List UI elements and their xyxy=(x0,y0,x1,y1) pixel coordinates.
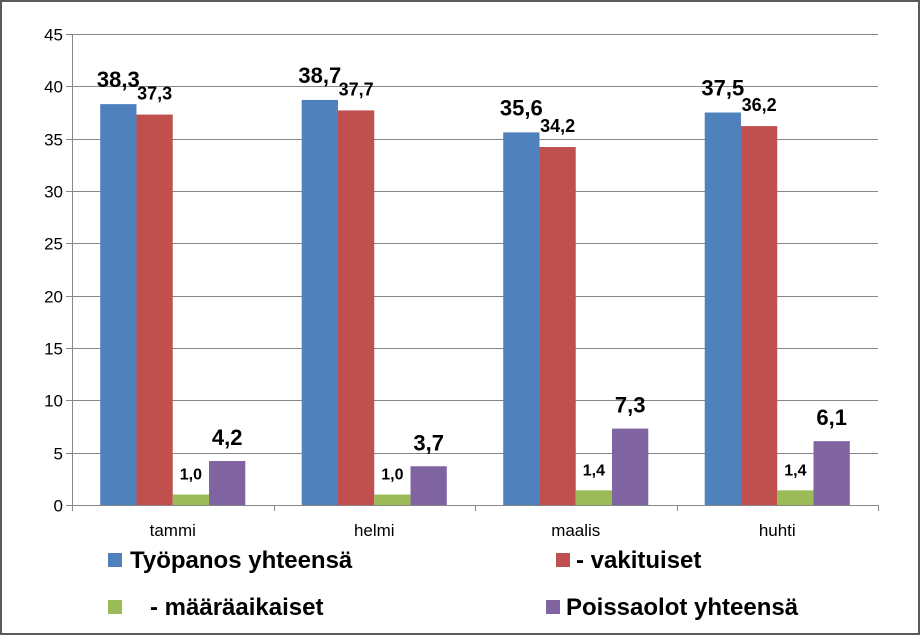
data-label-vakituiset-huhti: 36,2 xyxy=(742,95,777,115)
bar-tyopanos-yhteensa-maalis xyxy=(503,132,540,506)
bar-poissaolot-yhteensa-tammi xyxy=(209,461,246,505)
bar-maaraaikaiset-tammi xyxy=(172,494,210,505)
bar-vakituiset-helmi xyxy=(337,110,375,505)
bar-maaraaikaiset-maalis xyxy=(575,490,613,505)
data-label-tyopanos-yhteensa-tammi: 38,3 xyxy=(97,67,140,92)
y-tick-label: 30 xyxy=(44,183,63,202)
bar-poissaolot-yhteensa-maalis xyxy=(612,428,649,505)
legend-label-poissaolot-yhteensa: Poissaolot yhteensä xyxy=(566,594,799,621)
legend-item-vakituiset: - vakituiset xyxy=(556,547,896,575)
legend-swatch-poissaolot-yhteensa xyxy=(546,600,560,614)
legend-label-tyopanos-yhteensa: Työpanos yhteensä xyxy=(130,547,353,574)
data-labels: 38,3 38,7 35,6 37,5 37,3 37,7 34,2 36,2 1,0 1,0 1,… xyxy=(97,63,847,484)
y-tick-label: 40 xyxy=(44,78,63,97)
data-label-poissaolot-yhteensa-maalis: 7,3 xyxy=(615,393,646,418)
legend-item-tyopanos-yhteensa: Työpanos yhteensä xyxy=(108,547,448,575)
y-tick-label: 5 xyxy=(54,445,63,464)
data-label-tyopanos-yhteensa-helmi: 38,7 xyxy=(298,63,341,88)
data-label-poissaolot-yhteensa-helmi: 3,7 xyxy=(413,430,444,455)
data-label-poissaolot-yhteensa-huhti: 6,1 xyxy=(816,405,847,430)
data-label-tyopanos-yhteensa-huhti: 37,5 xyxy=(701,76,744,101)
bars xyxy=(100,99,850,506)
bar-tyopanos-yhteensa-helmi xyxy=(301,99,338,505)
bar-tyopanos-yhteensa-tammi xyxy=(100,104,137,506)
data-label-poissaolot-yhteensa-tammi: 4,2 xyxy=(212,425,243,450)
category-label-huhti: huhti xyxy=(759,521,796,540)
bar-maaraaikaiset-huhti xyxy=(777,490,814,505)
y-tick-label: 45 xyxy=(44,26,63,45)
data-label-maaraaikaiset-maalis: 1,4 xyxy=(583,462,605,479)
bar-vakituiset-maalis xyxy=(539,147,576,506)
data-label-vakituiset-maalis: 34,2 xyxy=(540,116,575,136)
data-label-maaraaikaiset-tammi: 1,0 xyxy=(180,467,202,484)
data-label-vakituiset-tammi: 37,3 xyxy=(137,84,172,104)
bar-vakituiset-tammi xyxy=(136,114,173,506)
bar-poissaolot-yhteensa-huhti xyxy=(813,441,850,505)
y-tick-label: 10 xyxy=(44,392,63,411)
y-tick-label: 0 xyxy=(54,497,63,516)
legend-item-poissaolot-yhteensa: Poissaolot yhteensä xyxy=(546,594,886,622)
x-axis-labels: tammi helmi maalis huhti xyxy=(72,505,879,540)
y-axis-labels: 0 5 10 15 20 25 30 35 40 45 xyxy=(44,26,63,516)
category-label-helmi: helmi xyxy=(354,521,395,540)
legend-item-maaraaikaiset: - määräaikaiset xyxy=(108,594,448,622)
y-tick-label: 15 xyxy=(44,340,63,359)
y-tick-label: 25 xyxy=(44,235,63,254)
bar-vakituiset-huhti xyxy=(740,126,778,506)
legend-swatch-vakituiset xyxy=(556,553,570,567)
bar-poissaolot-yhteensa-helmi xyxy=(410,466,447,505)
category-label-maalis: maalis xyxy=(551,521,600,540)
bar-tyopanos-yhteensa-huhti xyxy=(704,112,741,505)
data-label-maaraaikaiset-helmi: 1,0 xyxy=(381,467,403,484)
category-label-tammi: tammi xyxy=(150,521,196,540)
y-tick-label: 20 xyxy=(44,288,63,307)
bar-maaraaikaiset-helmi xyxy=(374,494,411,505)
data-label-maaraaikaiset-huhti: 1,4 xyxy=(784,462,806,479)
legend-swatch-maaraaikaiset xyxy=(108,600,122,614)
legend-swatch-tyopanos-yhteensa xyxy=(108,553,122,567)
data-label-tyopanos-yhteensa-maalis: 35,6 xyxy=(500,95,543,120)
legend-label-vakituiset: - vakituiset xyxy=(576,547,702,574)
y-tick-label: 35 xyxy=(44,131,63,150)
legend-label-maaraaikaiset: - määräaikaiset xyxy=(150,594,324,621)
data-label-vakituiset-helmi: 37,7 xyxy=(339,79,374,99)
